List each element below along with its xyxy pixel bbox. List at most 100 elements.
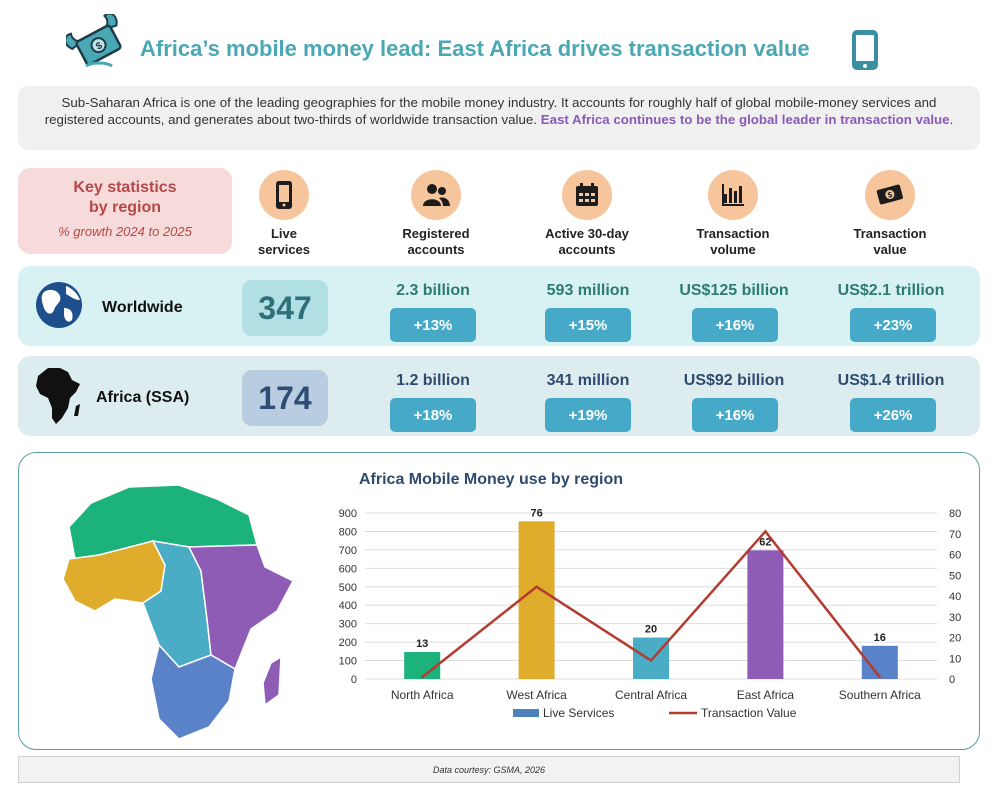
y-right-tick-label: 10 bbox=[949, 653, 961, 665]
y-right-tick-label: 80 bbox=[949, 508, 961, 520]
x-category-label: Central Africa bbox=[615, 688, 687, 702]
x-category-label: East Africa bbox=[737, 688, 795, 702]
bar-live-services bbox=[633, 637, 669, 679]
column-label-line2: volume bbox=[710, 242, 756, 257]
active-accounts-value: 341 million bbox=[546, 372, 630, 389]
legend-swatch-live-services bbox=[513, 709, 539, 717]
title-row: $ Africa’s mobile money lead: East Afric… bbox=[0, 12, 1000, 82]
svg-text:$: $ bbox=[94, 40, 104, 53]
transaction-volume-value: US$92 billion bbox=[683, 372, 785, 389]
growth-badge: +15% bbox=[545, 308, 631, 342]
intro-text: Sub-Saharan Africa is one of the leading… bbox=[44, 95, 937, 127]
y-left-tick-label: 800 bbox=[339, 526, 357, 538]
row-label: Worldwide bbox=[102, 299, 183, 316]
column-label-line1: Transaction bbox=[696, 226, 770, 241]
column-label-line2: accounts bbox=[558, 242, 616, 257]
column-label-line2: services bbox=[257, 242, 311, 257]
line-point-transaction-value bbox=[649, 659, 653, 662]
x-category-label: North Africa bbox=[391, 688, 454, 702]
chart-title: Africa Mobile Money use by region bbox=[359, 471, 624, 488]
column-label: Active 30-day accounts bbox=[512, 226, 662, 258]
column-active-accounts: Active 30-day accounts bbox=[512, 170, 662, 258]
bar-data-label: 76 bbox=[530, 507, 542, 519]
growth-badge: +23% bbox=[850, 308, 936, 342]
growth-badge: +16% bbox=[692, 398, 778, 432]
y-left-tick-label: 100 bbox=[339, 656, 357, 668]
line-point-transaction-value bbox=[535, 585, 538, 588]
users-icon bbox=[423, 184, 450, 206]
legend-label-live-services: Live Services bbox=[543, 706, 614, 720]
line-point-transaction-value bbox=[878, 675, 881, 679]
column-label: Registered accounts bbox=[361, 226, 511, 258]
column-label: Transaction value bbox=[815, 226, 965, 258]
column-label-line1: Registered bbox=[402, 226, 470, 241]
row-africa-ssa: Africa (SSA) 174 1.2 billion 341 million… bbox=[18, 356, 980, 436]
chart-plot: 0 100 200 300 400 500 600 700 800 900 0 10 20 30 40 50 6… bbox=[339, 507, 962, 720]
row-label: Africa (SSA) bbox=[96, 389, 190, 406]
calendar-icon bbox=[576, 183, 598, 206]
column-transaction-volume: Transaction volume bbox=[658, 170, 808, 258]
column-icon-circle bbox=[259, 170, 309, 220]
y-right-tick-label: 30 bbox=[949, 612, 961, 624]
column-live-services: Live services bbox=[209, 170, 359, 258]
intro-highlight: East Africa continues to be the global l… bbox=[540, 112, 950, 127]
phone-icon bbox=[276, 181, 292, 209]
key-statistics-box: Key statistics by region % growth 2024 t… bbox=[18, 168, 232, 254]
svg-text:$: $ bbox=[887, 190, 894, 200]
key-subtitle: % growth 2024 to 2025 bbox=[58, 224, 192, 239]
column-label-line1: Live bbox=[270, 226, 297, 241]
y-left-tick-label: 200 bbox=[339, 637, 357, 649]
live-services-value: 347 bbox=[242, 280, 328, 336]
y-right-tick-label: 60 bbox=[949, 550, 961, 562]
growth-badge: +26% bbox=[850, 398, 936, 432]
y-right-tick-label: 40 bbox=[949, 591, 961, 603]
column-label-line1: Transaction bbox=[853, 226, 927, 241]
growth-badge: +13% bbox=[390, 308, 476, 342]
column-icon-circle bbox=[708, 170, 758, 220]
bar-data-label: 16 bbox=[874, 632, 886, 644]
globe-icon bbox=[36, 282, 82, 328]
line-point-transaction-value bbox=[764, 530, 767, 533]
column-icon-circle bbox=[562, 170, 612, 220]
africa-silhouette-icon bbox=[36, 368, 80, 424]
key-title-line2: by region bbox=[88, 199, 161, 216]
africa-regions-map bbox=[62, 484, 295, 740]
active-accounts-value: 593 million bbox=[546, 282, 630, 299]
legend-label-transaction-value: Transaction Value bbox=[701, 706, 797, 720]
y-left-tick-label: 600 bbox=[339, 563, 357, 575]
column-label: Transaction volume bbox=[658, 226, 808, 258]
row-worldwide: Worldwide 347 2.3 billion 593 million US… bbox=[18, 266, 980, 346]
x-category-label: West Africa bbox=[506, 688, 567, 702]
column-registered-accounts: Registered accounts bbox=[361, 170, 511, 258]
bar-live-services bbox=[518, 521, 555, 679]
y-right-tick-label: 70 bbox=[949, 529, 961, 541]
y-left-tick-label: 900 bbox=[339, 508, 357, 520]
transaction-value-value: US$1.4 trillion bbox=[837, 372, 945, 389]
bar-chart-icon bbox=[722, 184, 744, 206]
y-left-tick-label: 400 bbox=[339, 600, 357, 612]
key-title-line1: Key statistics bbox=[73, 179, 177, 196]
column-label-line2: value bbox=[873, 242, 907, 257]
bar-data-label: 62 bbox=[759, 536, 771, 548]
bar-live-services bbox=[404, 652, 441, 679]
column-label: Live services bbox=[209, 226, 359, 258]
column-label-line2: accounts bbox=[407, 242, 465, 257]
y-right-tick-label: 20 bbox=[949, 633, 961, 645]
transaction-value-value: US$2.1 trillion bbox=[837, 282, 945, 299]
y-left-tick-label: 300 bbox=[339, 619, 357, 631]
live-services-value: 174 bbox=[242, 370, 328, 426]
page-title: Africa’s mobile money lead: East Africa … bbox=[140, 36, 810, 61]
intro-end: . bbox=[949, 112, 954, 127]
column-icon-circle bbox=[411, 170, 461, 220]
cash-icon: $ bbox=[876, 184, 903, 205]
bar-live-services bbox=[747, 550, 784, 679]
key-title: Key statistics by region bbox=[18, 178, 232, 218]
y-left-tick-label: 700 bbox=[339, 545, 357, 557]
y-left-tick-label: 500 bbox=[339, 582, 357, 594]
money-wings-icon: $ bbox=[66, 14, 122, 68]
registered-accounts-value: 1.2 billion bbox=[396, 372, 470, 389]
bar-data-label: 13 bbox=[416, 638, 428, 650]
footer-source: Data courtesy: GSMA, 2026 bbox=[18, 756, 960, 783]
growth-badge: +18% bbox=[390, 398, 476, 432]
y-right-tick-label: 50 bbox=[949, 570, 961, 582]
